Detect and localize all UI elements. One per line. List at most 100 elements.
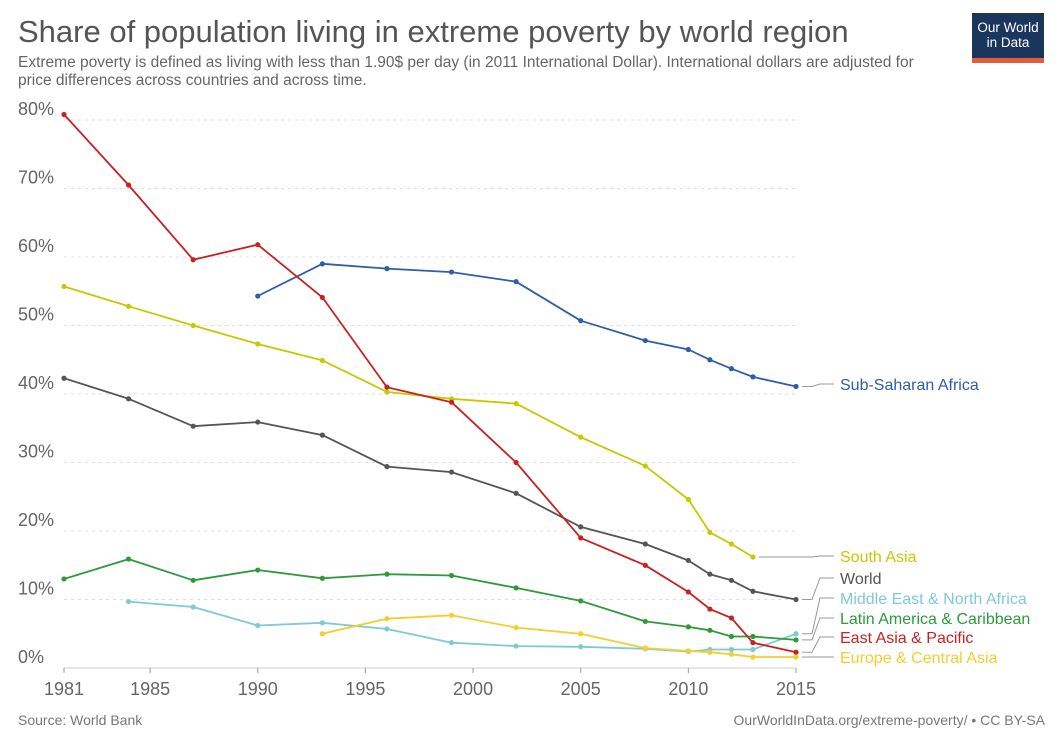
data-point[interactable]	[750, 646, 756, 653]
data-point[interactable]	[642, 645, 648, 651]
data-point[interactable]	[61, 283, 67, 290]
data-point[interactable]	[384, 626, 390, 632]
data-point[interactable]	[448, 269, 455, 275]
data-point[interactable]	[448, 572, 455, 579]
data-point[interactable]	[255, 242, 261, 248]
data-point[interactable]	[642, 618, 648, 625]
data-point[interactable]	[728, 615, 735, 621]
data-point[interactable]	[255, 622, 261, 629]
data-point[interactable]	[728, 633, 735, 640]
data-point[interactable]	[319, 631, 325, 637]
data-point[interactable]	[728, 541, 735, 547]
data-point[interactable]	[513, 490, 519, 496]
data-point[interactable]	[707, 627, 713, 633]
data-point[interactable]	[793, 383, 799, 390]
series-line[interactable]	[63, 377, 797, 601]
data-point[interactable]	[190, 604, 196, 610]
data-point[interactable]	[255, 567, 261, 573]
data-point[interactable]	[319, 620, 325, 626]
data-point[interactable]	[578, 598, 584, 604]
data-point[interactable]	[685, 648, 691, 654]
data-point[interactable]	[255, 293, 261, 299]
series-5[interactable]	[61, 111, 799, 655]
data-point[interactable]	[750, 588, 756, 594]
data-point[interactable]	[793, 654, 799, 660]
data-point[interactable]	[319, 432, 325, 438]
data-point[interactable]	[793, 596, 799, 603]
series-4[interactable]	[61, 556, 799, 643]
data-point[interactable]	[728, 651, 735, 657]
data-point[interactable]	[61, 111, 67, 118]
data-point[interactable]	[319, 294, 325, 301]
data-point[interactable]	[707, 357, 713, 363]
data-point[interactable]	[578, 535, 584, 541]
data-point[interactable]	[642, 337, 648, 344]
data-point[interactable]	[685, 346, 691, 353]
data-point[interactable]	[707, 571, 713, 577]
data-point[interactable]	[190, 577, 196, 583]
series-line[interactable]	[63, 285, 754, 558]
data-point[interactable]	[750, 654, 756, 660]
data-point[interactable]	[190, 423, 196, 429]
series-0[interactable]	[255, 261, 799, 390]
data-point[interactable]	[125, 303, 132, 309]
data-point[interactable]	[707, 529, 713, 535]
data-point[interactable]	[125, 556, 132, 562]
data-point[interactable]	[578, 631, 584, 637]
series-line[interactable]	[63, 113, 797, 654]
data-point[interactable]	[513, 279, 519, 285]
data-point[interactable]	[61, 576, 67, 582]
data-point[interactable]	[750, 633, 756, 640]
our-world-in-data-logo[interactable]: Our World in Data	[972, 13, 1044, 63]
data-point[interactable]	[578, 644, 584, 650]
data-point[interactable]	[793, 649, 799, 655]
data-point[interactable]	[448, 469, 455, 475]
series-6[interactable]	[319, 612, 799, 660]
data-point[interactable]	[642, 541, 648, 547]
data-point[interactable]	[750, 554, 756, 560]
data-point[interactable]	[728, 646, 735, 653]
data-point[interactable]	[513, 624, 519, 631]
data-point[interactable]	[190, 322, 196, 329]
data-point[interactable]	[448, 612, 455, 618]
data-point[interactable]	[707, 649, 713, 655]
data-point[interactable]	[728, 366, 735, 372]
data-point[interactable]	[384, 384, 390, 390]
data-point[interactable]	[578, 318, 584, 324]
series-line[interactable]	[257, 262, 797, 388]
series-2[interactable]	[61, 375, 799, 603]
data-point[interactable]	[642, 562, 648, 568]
data-point[interactable]	[125, 396, 132, 402]
data-point[interactable]	[750, 374, 756, 380]
credit-link[interactable]: OurWorldInData.org/extreme-poverty/ • CC…	[733, 712, 1045, 728]
data-point[interactable]	[642, 463, 648, 469]
data-point[interactable]	[448, 399, 455, 405]
data-point[interactable]	[728, 577, 735, 583]
data-point[interactable]	[384, 571, 390, 577]
data-point[interactable]	[513, 585, 519, 591]
data-point[interactable]	[685, 589, 691, 595]
data-point[interactable]	[793, 631, 799, 637]
data-point[interactable]	[578, 434, 584, 440]
series-line[interactable]	[322, 614, 796, 658]
series-line[interactable]	[128, 600, 797, 653]
data-point[interactable]	[513, 643, 519, 649]
data-point[interactable]	[384, 616, 390, 622]
data-point[interactable]	[793, 637, 799, 643]
data-point[interactable]	[319, 261, 325, 267]
data-point[interactable]	[319, 575, 325, 581]
data-point[interactable]	[578, 524, 584, 530]
data-point[interactable]	[319, 357, 325, 364]
series-3[interactable]	[125, 598, 799, 655]
data-point[interactable]	[255, 419, 261, 425]
data-point[interactable]	[685, 624, 691, 630]
data-point[interactable]	[707, 606, 713, 612]
data-point[interactable]	[384, 389, 390, 395]
data-point[interactable]	[685, 496, 691, 503]
data-point[interactable]	[685, 557, 691, 564]
data-point[interactable]	[384, 464, 390, 470]
data-point[interactable]	[61, 375, 67, 381]
data-point[interactable]	[513, 400, 519, 407]
data-point[interactable]	[513, 459, 519, 466]
data-point[interactable]	[190, 257, 196, 263]
